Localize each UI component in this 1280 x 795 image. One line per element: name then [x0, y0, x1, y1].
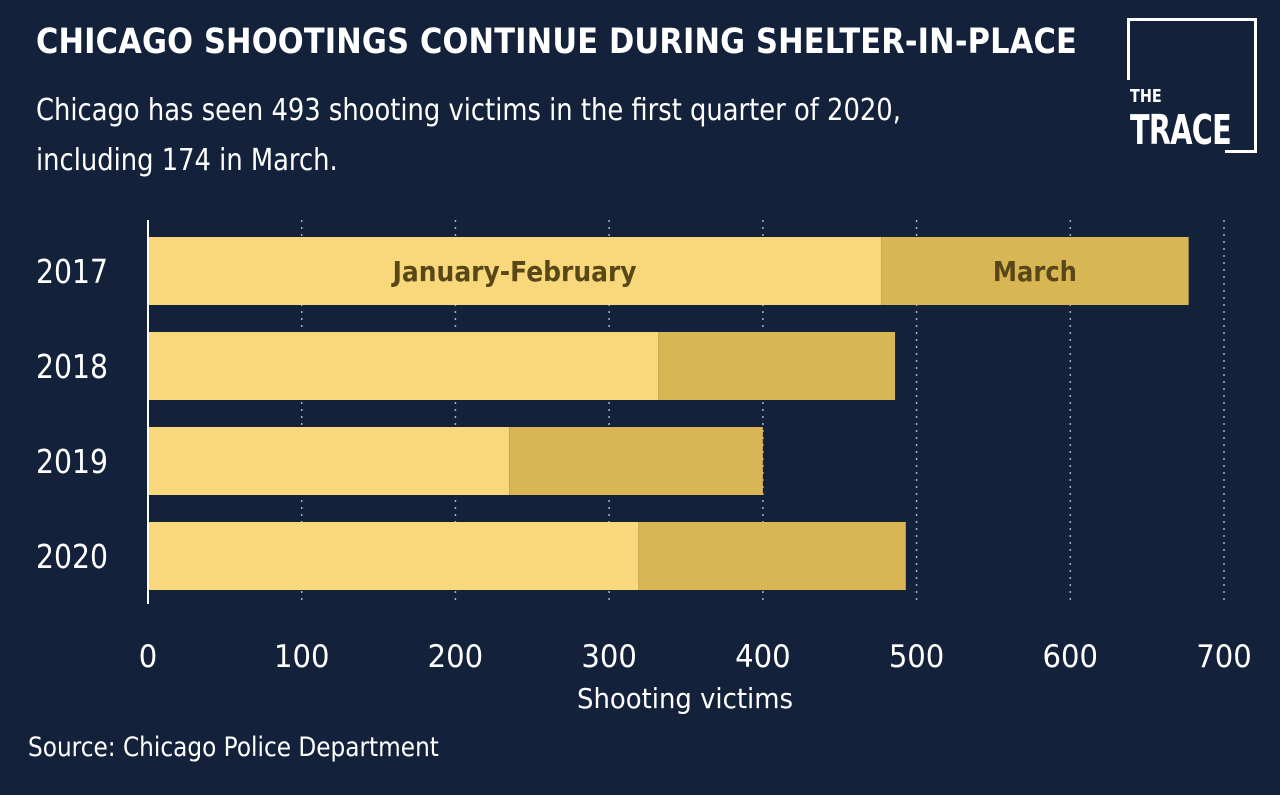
bar-2019-march: [509, 427, 763, 495]
the-trace-logo: THE TRACE: [1127, 18, 1260, 154]
source-note: Source: Chicago Police Department: [28, 732, 439, 763]
category-label-2019: 2019: [36, 442, 108, 481]
x-tick-label-700: 700: [1196, 639, 1252, 675]
category-label-2017: 2017: [36, 252, 108, 291]
category-label-2018: 2018: [36, 347, 108, 386]
x-tick-label-500: 500: [889, 639, 945, 675]
x-tick-label-300: 300: [581, 639, 637, 675]
x-tick-label-100: 100: [274, 639, 330, 675]
series-label-jan-feb: January-February: [391, 255, 637, 288]
category-label-2020: 2020: [36, 537, 108, 576]
x-tick-label-400: 400: [735, 639, 791, 675]
bar-2019-jan-feb: [148, 427, 510, 495]
x-tick-label-600: 600: [1043, 639, 1099, 675]
bar-2017-jan-feb: [148, 237, 882, 305]
subtitle-line-2: including 174 in March.: [36, 143, 338, 178]
series-label-march: March: [993, 255, 1077, 288]
chart-title: CHICAGO SHOOTINGS CONTINUE DURING SHELTE…: [36, 22, 1077, 62]
x-tick-label-200: 200: [428, 639, 484, 675]
logo-the: THE: [1130, 86, 1162, 107]
bar-2017-march: [881, 237, 1189, 305]
logo-trace: TRACE: [1130, 106, 1232, 154]
chart-subtitle: Chicago has seen 493 shooting victims in…: [36, 86, 1008, 186]
bar-2018-jan-feb: [148, 332, 659, 400]
x-axis-title: Shooting victims: [577, 682, 793, 715]
logo-frame: [1127, 18, 1257, 153]
x-tick-label-0: 0: [139, 639, 158, 675]
subtitle-line-1: Chicago has seen 493 shooting victims in…: [36, 93, 901, 128]
bar-2018-march: [658, 332, 896, 400]
bar-2020-march: [638, 522, 906, 590]
bar-2020-jan-feb: [148, 522, 639, 590]
